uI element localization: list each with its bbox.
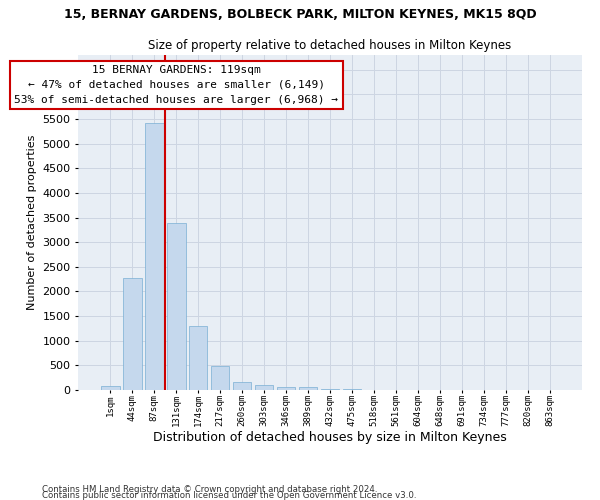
X-axis label: Distribution of detached houses by size in Milton Keynes: Distribution of detached houses by size … (153, 430, 507, 444)
Bar (123, 278, 142, 390)
Text: 15 BERNAY GARDENS: 119sqm
← 47% of detached houses are smaller (6,149)
53% of se: 15 BERNAY GARDENS: 119sqm ← 47% of detac… (14, 65, 338, 104)
Bar (211, 366, 229, 390)
Y-axis label: Number of detached properties: Number of detached properties (26, 135, 37, 310)
Text: Contains HM Land Registry data © Crown copyright and database right 2024.: Contains HM Land Registry data © Crown c… (42, 484, 377, 494)
Bar (255, 386, 274, 390)
Bar (320, 388, 340, 390)
Title: Size of property relative to detached houses in Milton Keynes: Size of property relative to detached ho… (148, 40, 512, 52)
Bar (189, 326, 208, 390)
Bar (299, 388, 317, 390)
Text: 15, BERNAY GARDENS, BOLBECK PARK, MILTON KEYNES, MK15 8QD: 15, BERNAY GARDENS, BOLBECK PARK, MILTON… (64, 8, 536, 20)
Text: Contains public sector information licensed under the Open Government Licence v3: Contains public sector information licen… (42, 491, 416, 500)
Bar (233, 382, 251, 390)
Bar (277, 387, 295, 390)
Bar (145, 123, 164, 390)
Bar (167, 224, 185, 390)
Bar (101, 386, 119, 390)
